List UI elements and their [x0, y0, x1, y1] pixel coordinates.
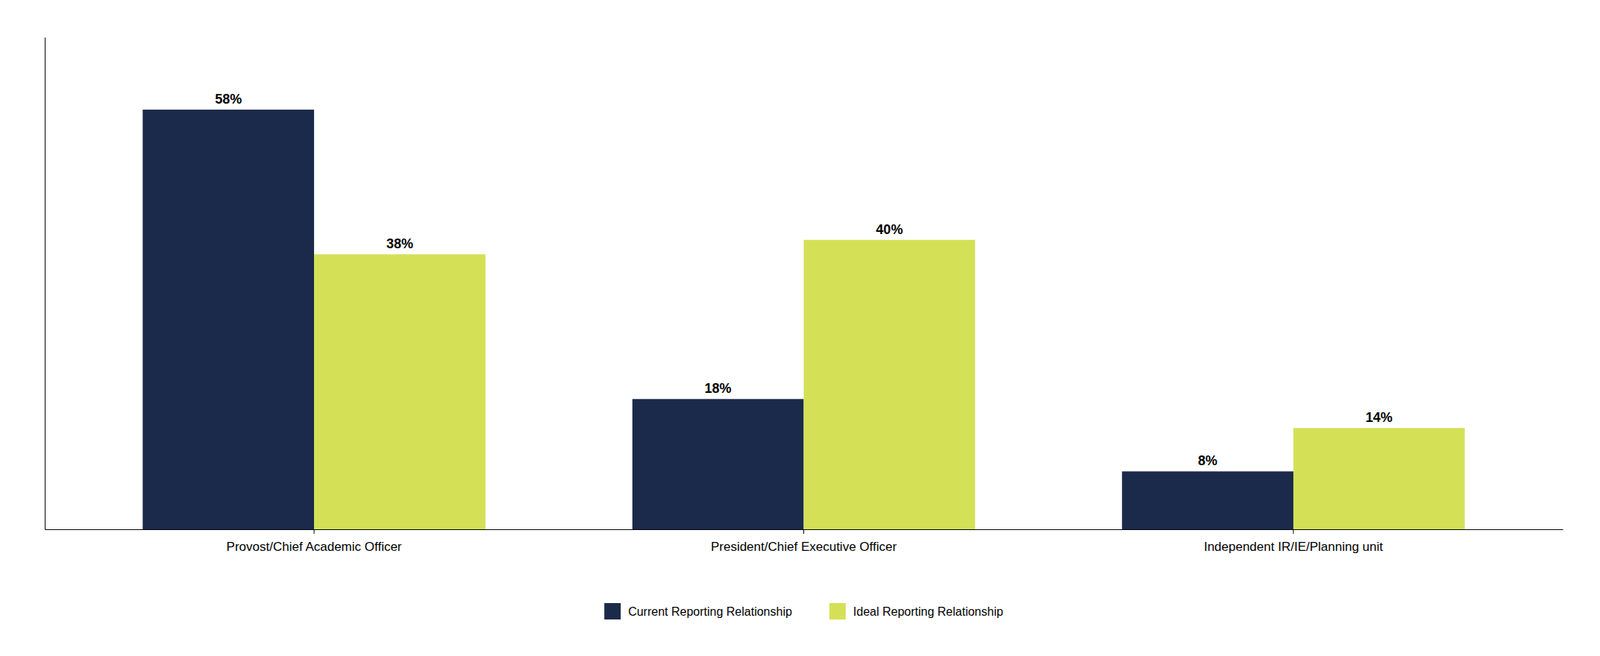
legend-item: Current Reporting Relationship: [604, 603, 793, 620]
data-labels: 58% 18% 8% 38% 40% 14%: [214, 91, 1393, 469]
bar: [1121, 471, 1294, 530]
data-label: 38%: [386, 236, 414, 252]
legend-swatch: [604, 603, 621, 620]
bar: [314, 254, 486, 530]
legend: Current Reporting Relationship Ideal Repo…: [604, 603, 1004, 620]
x-tick: Independent IR/IE/Planning unit: [1203, 529, 1383, 555]
x-tick-mark: [1292, 529, 1294, 535]
x-tick: Provost/Chief Academic Officer: [226, 529, 403, 555]
chart: 58% 18% 8% 38% 40% 14% Provost/Chief Academic …: [0, 0, 1600, 656]
x-tick-label: Independent IR/IE/Planning unit: [1203, 540, 1383, 555]
bar: [1293, 428, 1465, 530]
legend-label: Current Reporting Relationship: [628, 605, 793, 619]
data-label: 18%: [704, 381, 732, 397]
bar-series: [142, 109, 1294, 530]
x-tick-label: President/Chief Executive Officer: [710, 540, 897, 555]
legend-swatch: [829, 603, 846, 620]
y-axis: [44, 38, 46, 531]
bar-series: [314, 240, 1465, 530]
x-tick-label: Provost/Chief Academic Officer: [226, 540, 403, 555]
bars: [142, 109, 1465, 530]
data-label: 14%: [1365, 410, 1393, 426]
x-tick-mark: [314, 529, 315, 535]
x-axis: Provost/Chief Academic Officer President/…: [45, 529, 1564, 555]
data-label: 58%: [214, 91, 242, 107]
legend-item: Ideal Reporting Relationship: [829, 603, 1004, 620]
legend-label: Ideal Reporting Relationship: [853, 605, 1004, 619]
y-axis-line: [44, 38, 46, 531]
bar: [142, 109, 315, 530]
bar: [804, 240, 976, 530]
bar: [632, 399, 805, 530]
data-label: 8%: [1197, 453, 1218, 469]
x-tick: President/Chief Executive Officer: [710, 529, 897, 555]
plot: 58% 18% 8% 38% 40% 14% Provost/Chief Academic …: [45, 38, 1564, 555]
data-label: 40%: [875, 222, 903, 238]
x-tick-mark: [803, 529, 805, 535]
